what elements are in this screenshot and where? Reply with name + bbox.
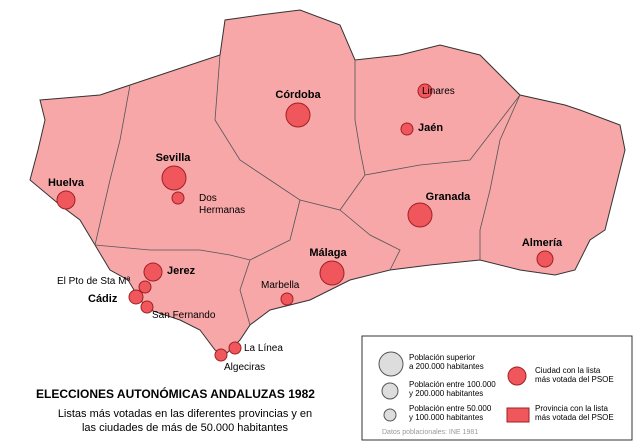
map-title: ELECCIONES AUTONÓMICAS ANDALUZAS 1982 [36,386,315,401]
subtitle: Listas más votadas en las diferentes pro… [58,408,312,420]
legend-label: y 200.000 habitantes [409,389,483,398]
andalusia-region [29,9,626,356]
subtitle: las ciudades de más de 50.000 habitantes [82,422,289,434]
legend-label: a 200.000 habitantes [409,362,484,371]
city-label: San Fernando [152,310,216,321]
legend-label: Población entre 100.000 [409,380,496,389]
legend-label: más votada del PSOE [535,413,614,422]
city-label: Cádiz [88,293,118,305]
city-label: Almería [522,237,563,249]
city-label: La Línea [244,343,283,354]
city-label: Granada [426,191,472,203]
city-label: Córdoba [275,89,321,101]
legend-label: y 100.000 habitantes [409,413,483,422]
city-label: Sevilla [156,152,192,164]
city-label: Marbella [261,280,300,291]
city-label: El Pto de Sta Mª [57,276,130,287]
city-label: Huelva [48,177,85,189]
city-label: Dos [199,193,217,204]
legend-label: Provincia con la lista [535,404,608,413]
city-label: Linares [422,86,455,97]
city-label: Jaén [418,122,443,134]
city-label: Algeciras [224,362,265,373]
legend-label: Población superior [409,353,476,362]
city-label: Hermanas [199,205,245,216]
legend-label: Población entre 50.000 [409,404,492,413]
city-label: Málaga [309,247,347,259]
legend-label: Ciudad con la lista [535,366,601,375]
province-borders [94,54,521,326]
source: Datos poblacionales: INE 1981 [382,429,478,436]
legend-label: más votada del PSOE [535,375,614,384]
city-markers [56,83,554,362]
legend-box [361,335,633,441]
city-label: Jerez [167,265,196,277]
